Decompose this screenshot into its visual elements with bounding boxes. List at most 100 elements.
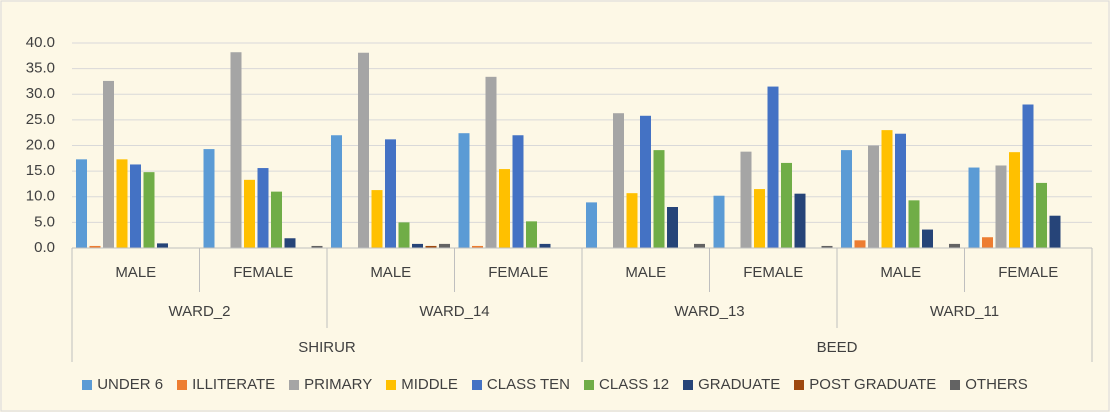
x-tick-label: MALE — [625, 264, 666, 281]
legend-label: PRIMARY — [304, 376, 373, 393]
bar — [143, 172, 155, 248]
group-label: WARD_2 — [169, 303, 231, 320]
bar — [412, 243, 423, 248]
group-label: WARD_14 — [419, 303, 489, 320]
bar — [713, 195, 725, 248]
bar — [244, 179, 255, 248]
legend-label: CLASS TEN — [486, 376, 571, 393]
bar — [626, 193, 638, 248]
bar — [821, 245, 833, 248]
bar — [458, 133, 470, 248]
bar — [667, 207, 678, 248]
x-tick-label: MALE — [115, 264, 156, 281]
bar — [271, 191, 282, 248]
legend-item: ILLITERATE — [177, 376, 275, 393]
legend-label: CLASS 12 — [599, 376, 670, 393]
bar — [499, 169, 510, 248]
group-label: WARD_11 — [930, 303, 999, 320]
bar — [116, 159, 128, 248]
bar — [130, 164, 141, 248]
bar — [895, 133, 906, 248]
y-tick-label: 15.0 — [26, 162, 55, 179]
bar — [103, 80, 114, 248]
bar — [371, 190, 383, 248]
bar — [539, 243, 551, 248]
bar — [89, 245, 101, 248]
bar — [767, 86, 779, 248]
bar — [1022, 104, 1034, 248]
x-tick-label: MALE — [370, 264, 411, 281]
bar — [311, 245, 323, 248]
legend-item: CLASS TEN — [471, 376, 571, 393]
bar — [922, 229, 933, 248]
bar — [472, 245, 483, 248]
legend-label: OTHERS — [965, 376, 1028, 393]
y-tick-label: 20.0 — [26, 136, 55, 153]
bar — [76, 159, 87, 248]
bar — [740, 151, 752, 248]
bar — [331, 135, 342, 248]
bar — [694, 243, 705, 248]
bar — [949, 243, 960, 248]
bar — [613, 113, 624, 249]
legend: UNDER 6 ILLITERATE PRIMARY MIDDLE CLASS TEN C… — [0, 376, 1110, 393]
bar — [854, 240, 866, 248]
legend-swatch — [289, 379, 300, 390]
bar — [439, 243, 450, 248]
legend-swatch — [82, 379, 93, 390]
group-label: WARD_13 — [674, 303, 744, 320]
bar — [868, 145, 879, 248]
bar — [1009, 152, 1020, 248]
x-tick-label: MALE — [880, 264, 921, 281]
bar — [841, 150, 852, 248]
group-label: SHIRUR — [298, 339, 356, 356]
bar — [230, 52, 242, 248]
bar — [398, 222, 410, 248]
bar — [485, 76, 497, 248]
legend-item: MIDDLE — [386, 376, 458, 393]
bar — [425, 245, 437, 248]
y-tick-label: 40.0 — [26, 34, 55, 51]
bar — [754, 189, 765, 248]
bar — [1036, 182, 1047, 248]
x-tick-label: FEMALE — [743, 264, 803, 281]
bar — [781, 162, 792, 248]
y-tick-label: 5.0 — [34, 213, 55, 230]
x-tick-label: FEMALE — [233, 264, 293, 281]
bar — [794, 193, 806, 248]
bar — [881, 130, 893, 248]
legend-item: GRADUATE — [683, 376, 780, 393]
x-tick-label: FEMALE — [488, 264, 548, 281]
legend-label: MIDDLE — [401, 376, 458, 393]
bar — [908, 200, 920, 248]
legend-label: ILLITERATE — [192, 376, 276, 393]
bar — [526, 221, 537, 248]
y-tick-label: 0.0 — [34, 239, 55, 256]
legend-swatch — [683, 379, 694, 390]
legend-swatch — [794, 379, 805, 390]
legend-swatch — [177, 379, 188, 390]
legend-swatch — [950, 379, 961, 390]
y-tick-label: 10.0 — [26, 188, 55, 205]
legend-item: POST GRADUATE — [794, 376, 936, 393]
legend-item: PRIMARY — [289, 376, 372, 393]
bar — [512, 135, 524, 248]
bar — [385, 139, 396, 248]
x-tick-label: FEMALE — [998, 264, 1058, 281]
bar — [640, 115, 651, 249]
legend-swatch — [386, 379, 397, 390]
legend-label: POST GRADUATE — [809, 376, 937, 393]
bar — [284, 238, 296, 248]
legend-label: UNDER 6 — [97, 376, 164, 393]
legend-swatch — [471, 379, 482, 390]
bar — [203, 149, 215, 248]
bar — [982, 237, 993, 248]
legend-swatch — [584, 379, 595, 390]
bar — [995, 165, 1007, 248]
bar — [968, 167, 980, 248]
legend-label: GRADUATE — [698, 376, 781, 393]
legend-item: UNDER 6 — [82, 376, 163, 393]
bar — [257, 168, 269, 248]
